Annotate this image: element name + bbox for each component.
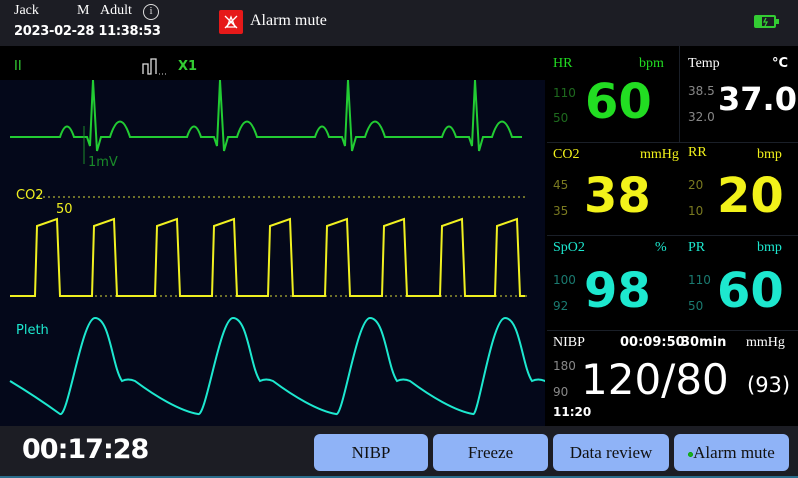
spo2-unit: % — [655, 240, 667, 255]
rr-high-limit: 20 — [688, 178, 704, 192]
ecg-lead[interactable]: II — [14, 59, 22, 74]
co2-wave-label: CO2 — [16, 188, 44, 203]
hr-panel[interactable]: HR bpm 110 50 60 — [547, 46, 680, 143]
waveforms-svg — [9, 79, 545, 416]
elapsed-timer: 00:17:28 — [22, 434, 149, 465]
nibp-measure-time: 11:20 — [553, 405, 592, 419]
temp-panel[interactable]: Temp °C 38.5 32.0 37.0 — [680, 46, 798, 143]
hr-unit: bpm — [639, 56, 664, 71]
info-icon[interactable]: i — [143, 4, 159, 20]
hr-label: HR — [553, 56, 573, 71]
ecg-scale-label: 1mV — [88, 155, 118, 170]
ecg-gain[interactable]: X1 — [178, 59, 198, 74]
temp-value: 37.0 — [718, 80, 797, 118]
nibp-countdown: 00:09:50 — [620, 335, 685, 350]
temp-low-limit: 32.0 — [688, 110, 715, 124]
spo2-label: SpO2 — [553, 240, 585, 255]
spo2-panel[interactable]: SpO2 % 100 92 98 — [547, 236, 680, 331]
temp-label: Temp — [688, 56, 720, 71]
co2-high-limit: 45 — [553, 178, 569, 192]
co2-panel[interactable]: CO2 mmHg 45 35 38 — [547, 143, 680, 236]
rr-low-limit: 10 — [688, 204, 704, 218]
battery-charging-icon — [754, 15, 779, 28]
co2-low-limit: 35 — [553, 204, 569, 218]
pleth-waveform — [9, 316, 545, 416]
alarm-mute-icon[interactable] — [219, 10, 243, 34]
nibp-mean: (93) — [747, 373, 791, 397]
nibp-panel[interactable]: NIBP 00:09:50 30min mmHg 180 90 11:20 12… — [547, 331, 798, 426]
pr-high-limit: 110 — [688, 273, 711, 287]
pr-label: PR — [688, 240, 706, 255]
nibp-interval: 30min — [681, 335, 727, 350]
hr-high-limit: 110 — [553, 86, 576, 100]
nibp-high-limit: 180 — [553, 359, 576, 373]
status-dot-icon — [688, 451, 694, 457]
spo2-high-limit: 100 — [553, 273, 576, 287]
pr-low-limit: 50 — [688, 299, 704, 313]
co2-waveform — [10, 217, 525, 297]
hr-low-limit: 50 — [553, 111, 569, 125]
pr-panel[interactable]: PR bmp 110 50 60 — [680, 236, 798, 331]
nibp-label: NIBP — [553, 335, 585, 350]
pr-unit: bmp — [757, 240, 782, 255]
data-review-button[interactable]: Data review — [553, 434, 669, 471]
rr-label: RR — [688, 145, 707, 160]
rr-value: 20 — [717, 168, 784, 224]
nibp-button[interactable]: NIBP — [314, 434, 428, 471]
temp-unit: °C — [772, 56, 789, 71]
patient-sex: M — [77, 3, 90, 18]
parameter-panel: HR bpm 110 50 60 Temp °C 38.5 32.0 37.0 … — [547, 46, 798, 426]
alarm-mute-button-label: Alarm mute — [693, 443, 775, 462]
hr-value: 60 — [585, 74, 652, 130]
top-bar: Jack M Adult i 2023-02-28 11:38:53 Alarm… — [0, 0, 798, 46]
co2-scale-value: 50 — [56, 202, 73, 217]
rr-panel[interactable]: RR bmp 20 10 20 — [680, 143, 798, 236]
ecg-gain-icon — [141, 56, 173, 81]
pr-value: 60 — [717, 263, 784, 319]
datetime: 2023-02-28 11:38:53 — [14, 24, 161, 39]
waveform-header: II X1 — [0, 46, 545, 80]
patient-name: Jack — [14, 3, 39, 18]
nibp-value: 120/80 — [581, 355, 729, 404]
bottom-bar: 00:17:28 NIBP Freeze Data review Alarm m… — [0, 426, 798, 478]
temp-high-limit: 38.5 — [688, 84, 715, 98]
spo2-value: 98 — [584, 263, 651, 319]
spo2-low-limit: 92 — [553, 299, 569, 313]
rr-unit: bmp — [757, 147, 782, 162]
patient-type: Adult — [100, 3, 132, 18]
ecg-waveform — [10, 79, 522, 152]
alarm-status: Alarm mute — [250, 12, 327, 29]
alarm-mute-button[interactable]: Alarm mute — [674, 434, 789, 471]
nibp-unit: mmHg — [746, 335, 785, 350]
freeze-button[interactable]: Freeze — [433, 434, 548, 471]
pleth-wave-label: Pleth — [16, 323, 49, 338]
co2-label: CO2 — [553, 147, 580, 162]
co2-unit: mmHg — [640, 147, 679, 162]
nibp-low-limit: 90 — [553, 385, 569, 399]
co2-value: 38 — [584, 168, 651, 224]
